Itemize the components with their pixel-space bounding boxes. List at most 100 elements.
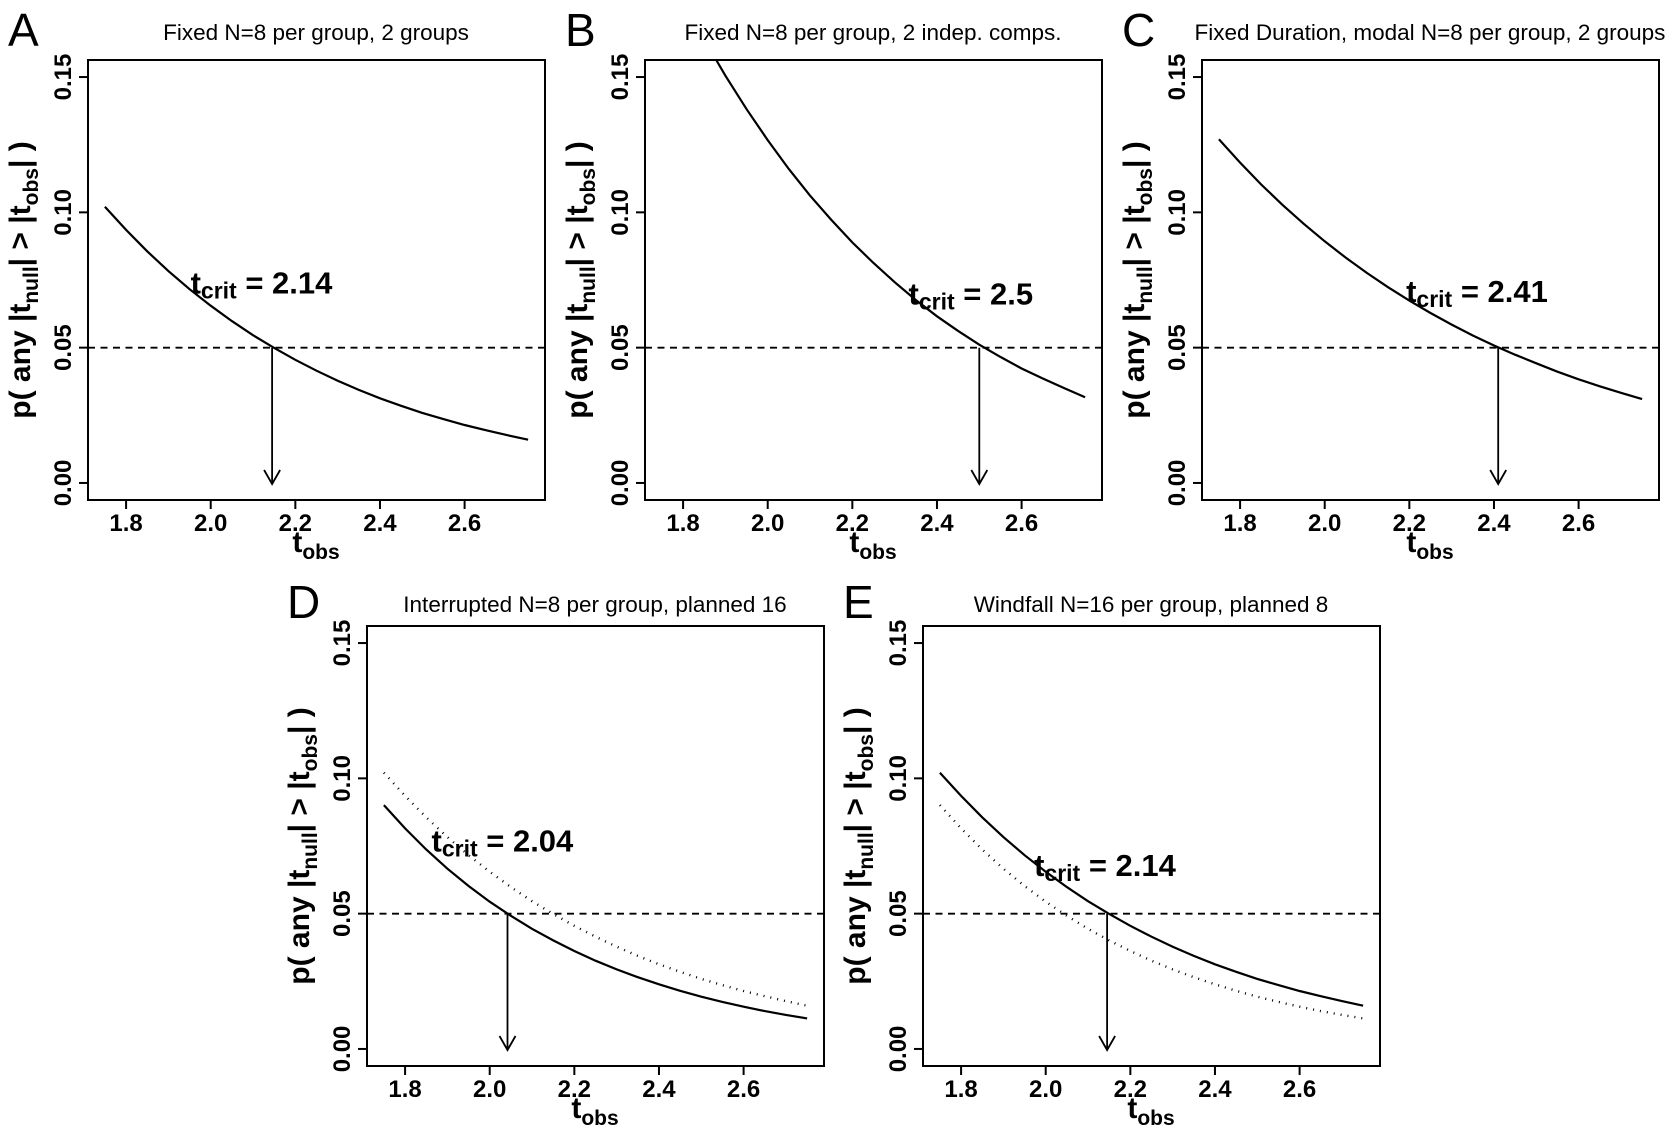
x-axis-ticks: 1.8 2.0 2.2 2.4 2.6 [109,500,481,537]
y-tick-label: 0.15 [50,54,77,101]
y-tick-label: 0.00 [607,460,634,507]
x-tick-label: 2.2 [836,510,869,537]
x-axis-ticks: 1.8 2.0 2.2 2.4 2.6 [1223,500,1595,537]
y-tick-label: 0.00 [50,460,77,507]
x-axis-title: tobs [1406,526,1453,564]
p-curve-solid [383,804,808,1020]
x-tick-label: 2.6 [1562,510,1595,537]
x-axis-ticks: 1.8 2.0 2.2 2.4 2.6 [944,1066,1316,1103]
figure-row-bottom: D Interrupted N=8 per group, planned 16 … [0,566,1670,1132]
curve-area [104,205,529,441]
y-axis-title: p( any |tnull| > |tobs| ) [561,141,600,418]
y-axis-ticks: 0.00 0.05 0.10 0.15 [50,54,88,507]
tcrit-annotation: tcrit = 2.14 [1034,847,1177,886]
y-tick-label: 0.10 [1164,189,1191,236]
panel-title: Windfall N=16 per group, planned 8 [974,592,1329,617]
panel-e-chart: E Windfall N=16 per group, planned 8 1.8… [839,576,1381,1130]
x-axis-ticks: 1.8 2.0 2.2 2.4 2.6 [388,1066,760,1103]
tcrit-annotation: tcrit = 2.5 [909,276,1034,315]
y-tick-label: 0.00 [1164,460,1191,507]
y-axis-ticks: 0.00 0.05 0.10 0.15 [1164,54,1202,507]
y-axis-title: p( any |tnull| > |tobs| ) [283,707,322,984]
tcrit-arrow-head [1489,469,1507,486]
x-tick-label: 2.0 [1308,510,1341,537]
x-tick-label: 2.2 [558,1076,591,1103]
tcrit-arrow-head [970,469,989,486]
plot-box [1201,59,1660,501]
x-tick-label: 2.2 [1393,510,1426,537]
y-axis-ticks: 0.00 0.05 0.10 0.15 [885,620,923,1073]
plot-box [644,59,1103,501]
y-tick-label: 0.10 [329,755,356,802]
curve-area [939,771,1364,1020]
y-tick-label: 0.00 [885,1026,912,1073]
panel-letter: E [843,576,874,628]
plot-box [366,625,825,1067]
x-tick-label: 2.0 [194,510,227,537]
panel-d: D Interrupted N=8 per group, planned 16 … [279,566,835,1132]
x-axis-title: tobs [571,1092,618,1130]
x-tick-label: 1.8 [388,1076,421,1103]
x-tick-label: 2.2 [279,510,312,537]
x-tick-label: 2.0 [751,510,784,537]
x-tick-label: 2.0 [1029,1076,1062,1103]
x-tick-label: 2.4 [1477,510,1511,537]
tcrit-annotation: tcrit = 2.14 [191,265,334,304]
panel-a-chart: A Fixed N=8 per group, 2 groups 1.8 2.0 2.… [4,4,546,564]
y-tick-label: 0.10 [885,755,912,802]
x-tick-label: 1.8 [109,510,142,537]
tcrit-arrow-head [263,469,281,486]
panel-b-chart: B Fixed N=8 per group, 2 indep. comps. 1… [561,4,1103,564]
y-tick-label: 0.15 [329,620,356,667]
p-curve-solid [714,60,1086,399]
reference-p-curve-dotted [383,771,808,1007]
panel-letter: D [287,576,320,628]
x-axis-ticks: 1.8 2.0 2.2 2.4 2.6 [666,500,1038,537]
y-tick-label: 0.15 [1164,54,1191,101]
x-tick-label: 2.4 [1198,1076,1232,1103]
panel-title: Fixed N=8 per group, 2 groups [163,20,469,45]
x-axis-title: tobs [292,526,339,564]
panel-b: B Fixed N=8 per group, 2 indep. comps. 1… [557,0,1113,566]
x-tick-label: 2.6 [727,1076,760,1103]
y-axis-title: p( any |tnull| > |tobs| ) [4,141,43,418]
panel-c-chart: C Fixed Duration, modal N=8 per group, 2… [1118,4,1666,564]
x-tick-label: 2.4 [642,1076,676,1103]
panel-letter: B [565,4,596,56]
y-tick-label: 0.10 [607,189,634,236]
x-tick-label: 2.2 [1114,1076,1147,1103]
y-axis-title: p( any |tnull| > |tobs| ) [1118,141,1157,418]
x-tick-label: 2.4 [920,510,954,537]
y-tick-label: 0.10 [50,189,77,236]
x-tick-label: 2.6 [448,510,481,537]
reference-p-curve-dotted [939,804,1364,1020]
tcrit-annotation: tcrit = 2.41 [1406,273,1548,312]
y-tick-label: 0.15 [885,620,912,667]
p-curve-solid [1218,138,1643,401]
plot-box [87,59,546,501]
panel-c: C Fixed Duration, modal N=8 per group, 2… [1114,0,1670,566]
y-tick-label: 0.15 [607,54,634,101]
x-tick-label: 1.8 [666,510,699,537]
y-tick-label: 0.05 [50,324,77,371]
panel-title: Fixed Duration, modal N=8 per group, 2 g… [1195,20,1666,45]
y-tick-label: 0.05 [1164,324,1191,371]
figure-row-top: A Fixed N=8 per group, 2 groups 1.8 2.0 2.… [0,0,1670,566]
x-tick-label: 1.8 [1223,510,1256,537]
y-tick-label: 0.05 [607,324,634,371]
x-tick-label: 2.4 [363,510,397,537]
y-axis-ticks: 0.00 0.05 0.10 0.15 [607,54,645,507]
panel-letter: A [8,4,39,56]
y-tick-label: 0.00 [329,1026,356,1073]
p-curve-solid [939,771,1364,1007]
y-tick-label: 0.05 [885,890,912,937]
panel-letter: C [1122,4,1155,56]
curve-area [1218,138,1643,401]
y-tick-label: 0.05 [329,890,356,937]
panel-title: Fixed N=8 per group, 2 indep. comps. [684,20,1061,45]
curve-area [714,60,1086,399]
panel-a: A Fixed N=8 per group, 2 groups 1.8 2.0 2.… [0,0,556,566]
y-axis-title: p( any |tnull| > |tobs| ) [839,707,878,984]
y-axis-ticks: 0.00 0.05 0.10 0.15 [329,620,367,1073]
